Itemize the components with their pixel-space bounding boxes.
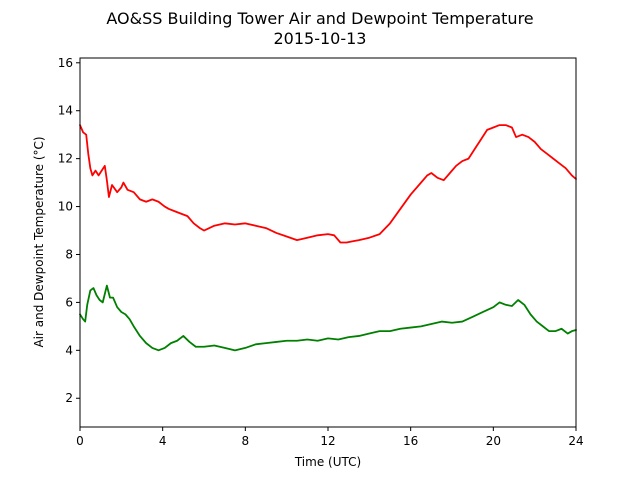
y-axis-ticks: 2 4 6 8 10 12 14 16 [58,56,80,405]
x-tick-label: 16 [403,434,418,448]
y-tick-label: 2 [65,391,73,405]
y-tick-label: 14 [58,104,73,118]
y-tick-label: 6 [65,295,73,309]
chart-subtitle: 2015-10-13 [274,29,367,48]
x-tick-label: 4 [159,434,167,448]
x-tick-label: 20 [486,434,501,448]
x-tick-label: 8 [242,434,250,448]
x-axis-label: Time (UTC) [294,455,361,469]
series-layer [79,124,577,352]
y-axis-label: Air and Dewpoint Temperature (°C) [32,136,46,347]
chart-title: AO&SS Building Tower Air and Dewpoint Te… [106,9,533,28]
y-tick-label: 4 [65,343,73,357]
y-tick-label: 10 [58,200,73,214]
y-tick-label: 12 [58,152,73,166]
y-tick-label: 16 [58,56,73,70]
x-axis-ticks: 0 4 8 12 16 20 24 [76,427,584,448]
series-line-0 [79,124,577,244]
x-tick-label: 0 [76,434,84,448]
series-line-1 [79,284,577,352]
x-tick-label: 24 [568,434,583,448]
y-tick-label: 8 [65,247,73,261]
x-tick-label: 12 [320,434,335,448]
